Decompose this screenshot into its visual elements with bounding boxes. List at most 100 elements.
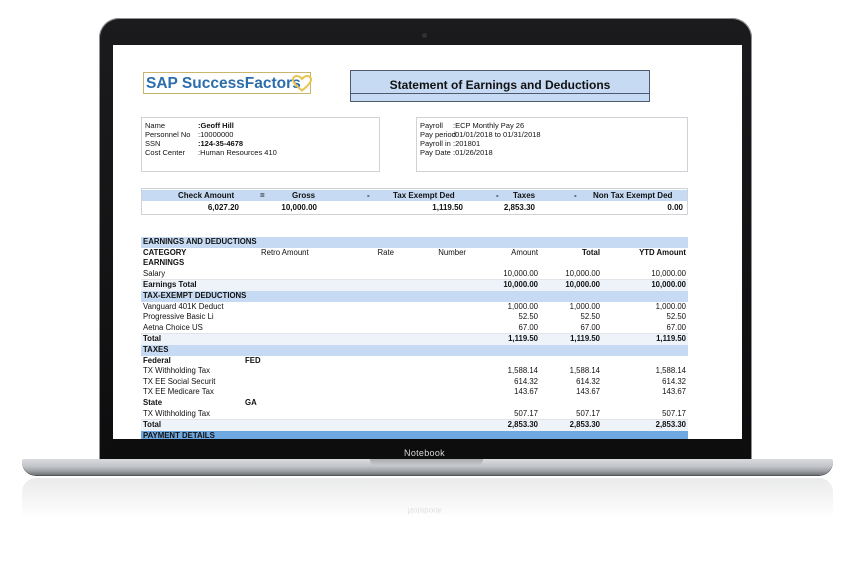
employee-info: Name:Geoff Hill Personnel No :10000000 SSN:… — [141, 117, 380, 172]
table-row: Progressive Basic Li 52.50 52.50 52.50 — [141, 312, 688, 323]
surface-reflection — [22, 478, 833, 518]
info-value: :201801 — [453, 139, 481, 148]
camera-icon — [422, 33, 427, 38]
row-total: 67.00 — [580, 322, 600, 332]
summary-header-minus: - — [367, 191, 370, 200]
logo-text: SAP SuccessFactors — [146, 75, 301, 92]
info-row: Personnel No :10000000 — [145, 130, 376, 139]
row-amount: 507.17 — [514, 408, 538, 418]
col-category: CATEGORY — [143, 247, 187, 257]
payroll-info: Payroll:ECP Monthly Pay 26 Pay period:01/… — [416, 117, 688, 172]
table-row: TX EE Social Securit 614.32 614.32 614.32 — [141, 377, 688, 388]
info-label: Personnel No — [145, 130, 191, 139]
info-row: Payroll:ECP Monthly Pay 26 — [420, 121, 684, 130]
summary-header-non-tax-exempt: Non Tax Exempt Ded — [593, 191, 673, 200]
col-total: Total — [581, 247, 600, 257]
row-amount: 614.32 — [514, 376, 538, 386]
total-row: Total 2,853.30 2,853.30 2,853.30 — [141, 419, 688, 431]
section-row: State GA — [141, 398, 688, 409]
info-row: Payroll in:201801 — [420, 139, 684, 148]
check-summary: Check Amount = Gross - Tax Exempt Ded - … — [141, 188, 688, 215]
section-title-row: EARNINGS AND DEDUCTIONS — [141, 237, 688, 248]
row-ytd-amount: 67.00 — [666, 322, 686, 332]
summary-header-equals: = — [260, 191, 265, 200]
row-total: 2,853.30 — [569, 420, 600, 430]
row-category: Federal — [143, 355, 171, 365]
row-amount: 67.00 — [518, 322, 538, 332]
info-value: :Human Resources 410 — [198, 148, 277, 157]
summary-tax-exempt: 1,119.50 — [432, 203, 463, 212]
row-total: 10,000.00 — [565, 268, 600, 278]
row-total: 614.32 — [576, 376, 600, 386]
info-row: Name:Geoff Hill — [145, 121, 376, 130]
row-ytd-amount: 1,588.14 — [655, 366, 686, 376]
reflected-model-label: Notebook — [407, 506, 442, 515]
row-ytd-amount: 10,000.00 — [651, 280, 686, 290]
section-row: TAXES — [141, 344, 688, 356]
row-category: Total — [143, 420, 162, 430]
row-ytd-amount: 614.32 — [662, 376, 686, 386]
row-amount: 1,588.14 — [507, 366, 538, 376]
statement-title-box: Statement of Earnings and Deductions — [350, 70, 650, 102]
row-code: GA — [245, 397, 257, 407]
row-ytd-amount: 1,000.00 — [655, 301, 686, 311]
col-ytd-amount: YTD Amount — [639, 247, 686, 257]
row-total: 1,588.14 — [569, 366, 600, 376]
row-category: TAX-EXEMPT DEDUCTIONS — [143, 290, 247, 300]
column-header-row: CATEGORY Retro Amount Rate Number Amount… — [141, 248, 688, 259]
col-retro-amount: Retro Amount — [261, 247, 309, 257]
row-category: TAXES — [143, 344, 169, 354]
summary-header-minus: - — [574, 191, 577, 200]
info-label: Name — [145, 121, 166, 130]
row-ytd-amount: 10,000.00 — [651, 268, 686, 278]
row-ytd-amount: 143.67 — [662, 387, 686, 397]
summary-header-gross: Gross — [292, 191, 316, 200]
row-amount: 1,119.50 — [508, 334, 538, 344]
info-label: Cost Center — [145, 148, 186, 157]
section-row: TAX-EXEMPT DEDUCTIONS — [141, 290, 688, 302]
laptop-base — [22, 459, 833, 475]
col-number: Number — [438, 247, 466, 257]
info-row: SSN:124-35-4678 — [145, 139, 376, 148]
col-rate: Rate — [377, 247, 394, 257]
summary-values: 6,027.20 10,000.00 1,119.50 2,853.30 0.0… — [142, 202, 687, 213]
sap-successfactors-logo: SAP SuccessFactors — [143, 72, 312, 94]
summary-gross: 10,000.00 — [281, 203, 317, 212]
row-category: Total — [143, 334, 162, 344]
table-row: TX Withholding Tax 507.17 507.17 507.17 — [141, 409, 688, 420]
table-row: Aetna Choice US 67.00 67.00 67.00 — [141, 323, 688, 334]
info-value: :01/26/2018 — [453, 148, 493, 157]
row-total: 1,000.00 — [569, 301, 600, 311]
row-category: TX Withholding Tax — [143, 408, 211, 418]
total-row: Earnings Total 10,000.00 10,000.00 10,000.0… — [141, 279, 688, 291]
info-row: Pay period:01/01/2018 to 01/31/2018 — [420, 130, 684, 139]
screen: SAP SuccessFactors Statement of Earnings… — [113, 45, 742, 439]
row-category: Aetna Choice US — [143, 322, 203, 332]
row-ytd-amount: 1,119.50 — [656, 334, 686, 344]
row-category: State — [143, 397, 163, 407]
section-row: EARNINGS — [141, 258, 688, 269]
row-category: Progressive Basic Li — [143, 312, 214, 322]
row-category: Vanguard 401K Deduct — [143, 301, 224, 311]
row-total: 143.67 — [576, 387, 600, 397]
info-label: Pay period — [420, 130, 456, 139]
summary-header-taxes: Taxes — [513, 191, 536, 200]
summary-header: Check Amount = Gross - Tax Exempt Ded - … — [142, 190, 687, 201]
info-label: Payroll — [420, 121, 443, 130]
earnings-deductions-table: EARNINGS AND DEDUCTIONS CATEGORY Retro A… — [141, 237, 688, 439]
info-value: :10000000 — [198, 130, 234, 139]
section-row: Federal FED — [141, 356, 688, 367]
total-row: Total 1,119.50 1,119.50 1,119.50 — [141, 333, 688, 345]
row-category: Salary — [143, 268, 166, 278]
row-amount: 143.67 — [514, 387, 538, 397]
row-amount: 10,000.00 — [503, 280, 538, 290]
info-label: Pay Date — [420, 148, 451, 157]
row-code: FED — [245, 355, 261, 365]
row-category: TX EE Medicare Tax — [143, 387, 214, 397]
summary-header-minus: - — [496, 191, 499, 200]
table-row: Salary 10,000.00 10,000.00 10,000.00 — [141, 269, 688, 280]
row-ytd-amount: 507.17 — [662, 408, 686, 418]
row-total: 1,119.50 — [570, 334, 600, 344]
title-divider — [351, 93, 649, 94]
row-total: 52.50 — [580, 312, 600, 322]
